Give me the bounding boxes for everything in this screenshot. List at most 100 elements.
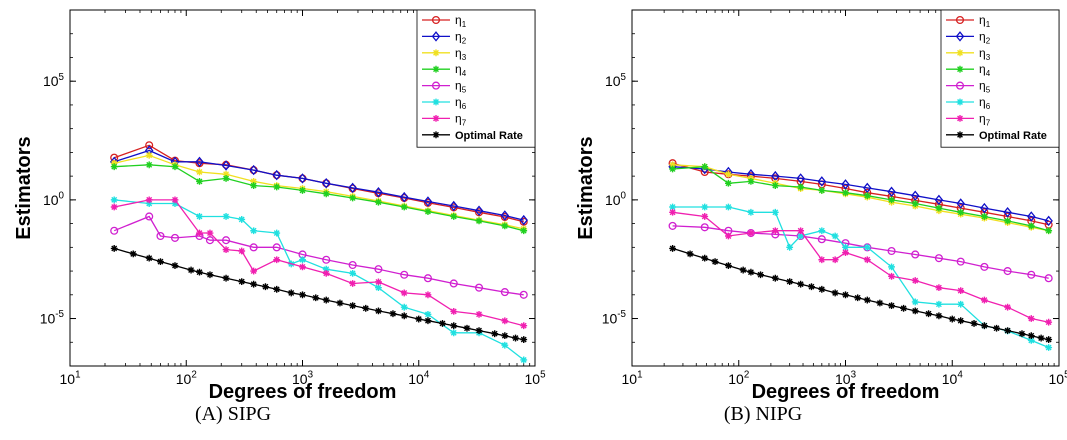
series-optimal-rate-point: [520, 336, 528, 343]
series-5-point: [249, 243, 258, 252]
series-optimal-rate-point: [196, 268, 203, 276]
x-axis-label: Degrees of freedom: [752, 381, 940, 403]
series-4-point: [863, 192, 871, 200]
y-tick-label: 100: [43, 191, 65, 208]
series-6-point: [725, 203, 732, 211]
series-4-point: [450, 213, 458, 220]
series-optimal-rate-point: [400, 312, 408, 320]
series-6-point: [701, 203, 709, 211]
legend-marker: [432, 115, 440, 122]
series-6-point: [747, 208, 755, 216]
series-optimal-rate-point: [375, 307, 382, 315]
series-4-point: [375, 198, 382, 206]
x-tick-label: 105: [524, 370, 546, 387]
series-4-point: [911, 200, 919, 207]
series-4-point: [400, 203, 408, 211]
legend-label: η1: [979, 13, 991, 29]
legend-2: η2: [422, 29, 467, 45]
y-tick-label: 100: [605, 191, 627, 208]
plot-frame: [631, 9, 1060, 367]
series-optimal-rate-point: [876, 299, 884, 307]
series-optimal-rate-point: [187, 266, 195, 274]
series-optimal-rate-point: [1027, 332, 1035, 340]
series-2-point: [817, 176, 827, 187]
series-7-point: [797, 227, 805, 235]
series-optimal-rate-line: [672, 247, 1049, 341]
series-4-point: [222, 175, 230, 182]
series-7-point: [501, 317, 509, 325]
series-2-point: [449, 200, 458, 212]
series-6-point: [299, 256, 306, 264]
series-3-point: [110, 159, 118, 167]
series-6-point: [450, 329, 458, 337]
series-optimal-rate-point: [747, 268, 755, 276]
series-2: [109, 145, 528, 226]
legend-marker: [956, 131, 964, 139]
series-4-point: [299, 187, 306, 194]
series-3-point: [145, 151, 153, 159]
series-2-line: [672, 166, 1049, 222]
legend-marker: [955, 31, 965, 42]
series-7-point: [145, 196, 153, 204]
series-optimal-rate-point: [362, 304, 370, 312]
legend-6: η6: [422, 95, 467, 111]
legend-label: η6: [455, 95, 467, 111]
series-2-point: [841, 179, 850, 190]
series-optimal-rate: [669, 245, 1053, 343]
series-2-point: [500, 210, 510, 221]
series-4: [669, 163, 1053, 235]
series-5-point: [205, 236, 215, 245]
legend-label: η3: [455, 46, 467, 62]
series-5-point: [1003, 267, 1012, 276]
series-4-point: [725, 179, 732, 187]
series-6-point: [400, 303, 408, 311]
legend-box: [416, 9, 536, 148]
series-5-point: [519, 290, 528, 299]
series-6-point: [238, 216, 246, 223]
series-optimal-rate-point: [818, 285, 826, 293]
series-2-point: [272, 169, 281, 181]
series-5-point: [817, 235, 826, 244]
series-4-point: [501, 222, 509, 230]
series-4-point: [475, 217, 483, 225]
series-optimal-rate-point: [797, 280, 805, 288]
series-5-point: [668, 221, 677, 230]
series-6-line: [672, 206, 1049, 349]
series-7-point: [911, 277, 919, 284]
series-3-point: [250, 177, 258, 185]
legend-label: η5: [979, 79, 991, 95]
legend-3: η3: [946, 46, 991, 62]
series-4-point: [1004, 217, 1011, 225]
series-optimal-rate: [110, 245, 528, 343]
series-6-point: [375, 284, 382, 292]
legend-7: η7: [946, 111, 991, 127]
legend-label: η7: [455, 111, 467, 127]
series-optimal-rate-point: [1045, 336, 1053, 343]
series-optimal-rate-point: [669, 245, 676, 252]
series-6-point: [222, 213, 230, 220]
series-6-point: [110, 196, 118, 204]
series-optimal-rate-point: [415, 315, 423, 323]
series-6-point: [797, 232, 805, 240]
series-optimal-rate-point: [312, 294, 320, 302]
chart-panel-nipg: 101 102 103 104 105 10-5 100 105 Degrees of free…: [575, 9, 1067, 403]
series-4-point: [273, 183, 281, 191]
series-optimal-rate-point: [842, 291, 849, 299]
series-optimal-rate-line: [114, 247, 524, 341]
series-2-line: [114, 149, 524, 221]
legend-optimal-rate: Optimal Rate: [946, 130, 1047, 142]
series-6-line: [114, 199, 525, 361]
series-3-point: [222, 170, 230, 178]
legend-marker: [432, 131, 440, 139]
series-5-point: [222, 236, 231, 245]
x-tick-label: 103: [835, 370, 857, 387]
series-optimal-rate-point: [808, 283, 815, 291]
series-7-point: [475, 310, 483, 318]
series-optimal-rate-point: [439, 320, 446, 327]
series-5-point: [374, 265, 383, 274]
series-7-point: [400, 289, 408, 297]
series-optimal-rate-point: [711, 258, 719, 266]
series-optimal-rate-point: [925, 310, 932, 318]
series-optimal-rate-point: [287, 289, 295, 297]
